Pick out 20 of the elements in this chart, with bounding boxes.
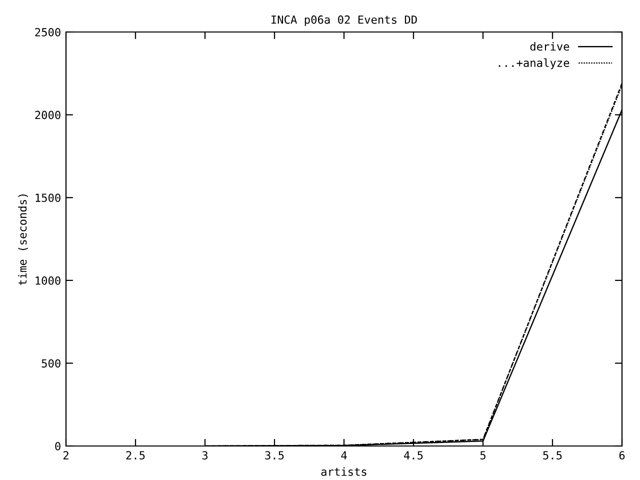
x-tick-label: 2 [63,451,68,460]
x-tick-label: 4 [341,451,347,460]
y-tick-label: 1000 [36,276,60,285]
x-tick-label: 2.5 [126,451,145,460]
legend-label: derive [530,42,570,51]
legend-label: ...+analyze [498,58,570,70]
y-tick-label: 2000 [35,110,60,120]
y-tick-label: 0 [55,442,60,450]
y-axis-title: time (seconds) [18,194,28,286]
x-tick-label: 6 [619,451,625,460]
chart-title: INCA p06a 02 Events DD [272,15,417,26]
x-axis-title: artists [321,467,366,476]
y-tick-label: 2500 [35,28,60,36]
x-tick-label: 5 [480,451,486,460]
x-tick-label: 3 [202,451,208,460]
y-tick-label: 500 [42,359,60,368]
y-tick-label: 1500 [36,194,60,202]
x-tick-label: 4.5 [404,451,423,460]
x-tick-label: 5.5 [543,451,562,460]
x-tick-label: 3.5 [265,451,284,460]
